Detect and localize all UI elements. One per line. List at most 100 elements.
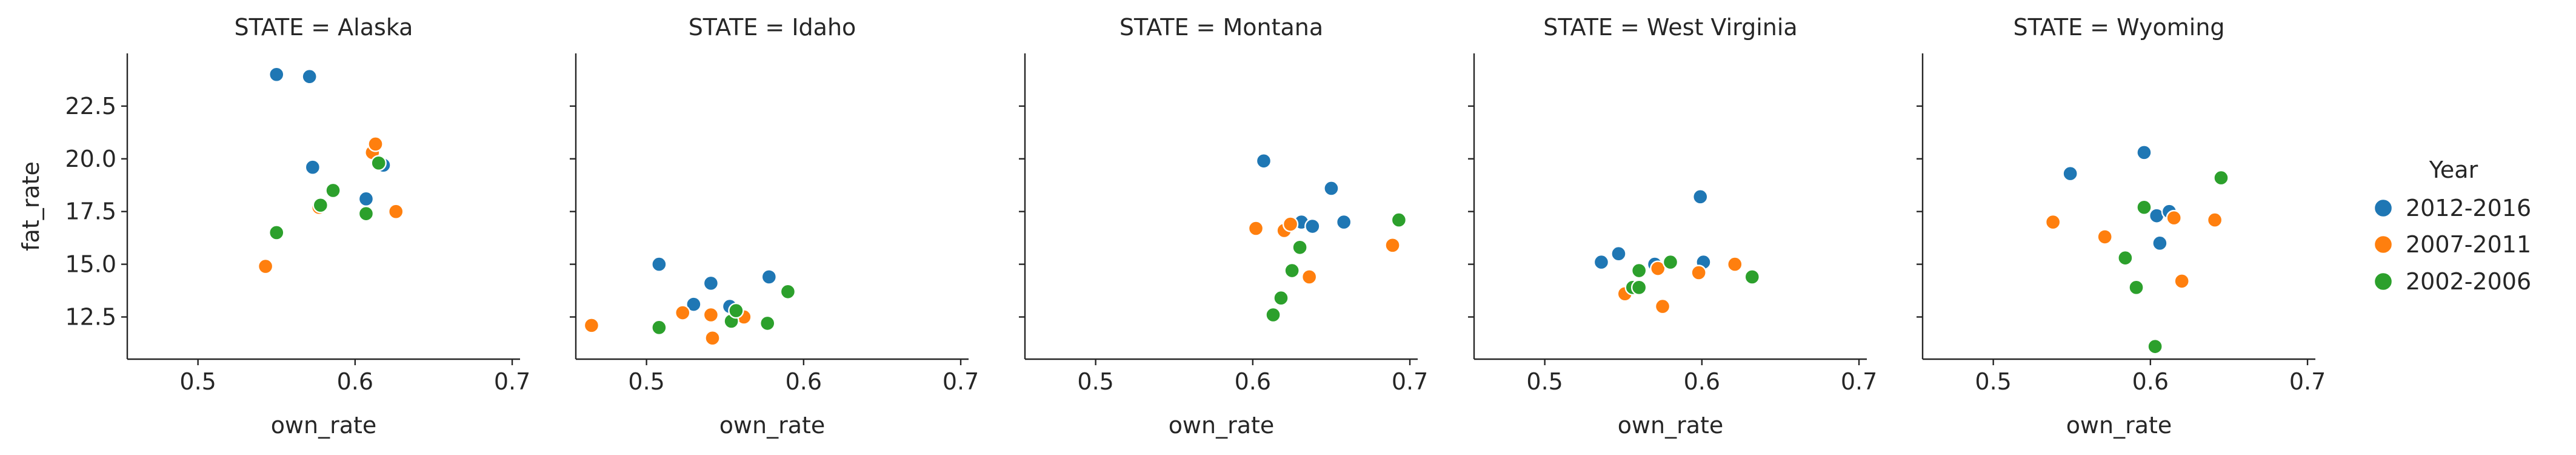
data-point — [2136, 199, 2152, 215]
facet-panel: STATE = Wyoming 0.5 0.6 0.7 own_rate — [1917, 14, 2326, 439]
x-axis-label: own_rate — [1618, 412, 1724, 439]
data-point — [1630, 262, 1647, 279]
x-axis-label: own_rate — [2066, 412, 2172, 439]
x-tick-label: 0.5 — [179, 368, 216, 395]
x-tick-label: 0.7 — [2289, 368, 2326, 395]
data-point — [1654, 298, 1671, 315]
data-point — [358, 205, 375, 222]
facet-title: STATE = Alaska — [235, 14, 413, 41]
data-point — [1284, 262, 1300, 279]
legend-marker — [2373, 198, 2394, 218]
data-point — [1692, 189, 1709, 205]
legend-marker — [2373, 234, 2394, 255]
data-point — [2062, 165, 2078, 182]
x-tick-label: 0.6 — [786, 368, 822, 395]
data-point — [1273, 290, 1289, 306]
facet-panel: STATE = Idaho 0.5 0.6 0.7 own_rate — [570, 14, 979, 439]
data-point — [1247, 220, 1264, 237]
legend-marker — [2373, 271, 2394, 292]
x-tick-label: 0.5 — [1526, 368, 1563, 395]
data-point — [1744, 269, 1760, 285]
x-tick-label: 0.6 — [1684, 368, 1720, 395]
data-point — [1335, 214, 1352, 231]
data-point — [1593, 254, 1610, 271]
x-axis-label: own_rate — [719, 412, 826, 439]
x-tick-label: 0.7 — [1392, 368, 1428, 395]
y-tick-label: 17.5 — [65, 198, 116, 225]
x-tick-label: 0.5 — [1975, 368, 2011, 395]
x-tick-label: 0.5 — [628, 368, 664, 395]
data-point — [704, 330, 721, 346]
x-axis-label: own_rate — [271, 412, 377, 439]
data-point — [1282, 216, 1299, 232]
x-axis-label: own_rate — [1169, 412, 1275, 439]
data-point — [2174, 273, 2190, 289]
data-point — [728, 302, 744, 319]
facet-title: STATE = Montana — [1119, 14, 1323, 41]
data-point — [2206, 212, 2223, 228]
legend: Year 2012-2016 2007-2011 2002-2006 — [2373, 157, 2531, 295]
data-point — [312, 197, 329, 214]
y-tick-label: 12.5 — [65, 303, 116, 330]
facet-panel: STATE = West Virginia 0.5 0.6 0.7 own_rate — [1468, 14, 1877, 439]
data-point — [2166, 209, 2182, 226]
facet-title: STATE = West Virginia — [1543, 14, 1797, 41]
data-point — [2044, 214, 2061, 231]
y-tick-label: 15.0 — [65, 251, 116, 278]
facet-panel: STATE = Alaska 0.5 0.6 0.7 12.5 15.0 17.5 20.0 2… — [65, 14, 530, 439]
data-point — [269, 224, 285, 241]
data-point — [269, 66, 285, 83]
y-axis-label: fat_rate — [18, 161, 44, 251]
data-point — [779, 283, 796, 300]
data-point — [761, 269, 778, 285]
data-point — [651, 256, 667, 272]
data-point — [1265, 306, 1281, 323]
data-point — [257, 258, 274, 275]
data-point — [1323, 180, 1340, 197]
data-point — [1650, 260, 1666, 277]
y-tick-label: 20.0 — [65, 146, 116, 172]
data-point — [301, 69, 318, 85]
x-tick-label: 0.6 — [2132, 368, 2169, 395]
facet-panel: STATE = Montana 0.5 0.6 0.7 own_rate — [1019, 14, 1428, 439]
x-tick-label: 0.7 — [1841, 368, 1877, 395]
data-point — [686, 296, 702, 312]
legend-label: 2002-2006 — [2406, 268, 2531, 295]
x-tick-label: 0.7 — [494, 368, 530, 395]
x-tick-label: 0.5 — [1077, 368, 1113, 395]
data-point — [304, 159, 321, 175]
data-point — [1610, 246, 1627, 262]
x-tick-label: 0.6 — [1235, 368, 1271, 395]
x-tick-label: 0.7 — [943, 368, 979, 395]
data-point — [651, 319, 667, 336]
data-point — [1390, 212, 1407, 228]
data-point — [2213, 169, 2229, 186]
legend-label: 2012-2016 — [2406, 195, 2531, 221]
x-tick-label: 0.6 — [337, 368, 373, 395]
data-point — [1662, 254, 1679, 271]
data-point — [2097, 229, 2113, 245]
data-point — [1301, 269, 1318, 285]
data-point — [358, 190, 375, 207]
data-point — [583, 317, 600, 334]
data-point — [1690, 265, 1707, 281]
legend-label: 2007-2011 — [2406, 231, 2531, 258]
data-point — [702, 275, 719, 292]
data-point — [759, 315, 776, 332]
data-point — [2152, 235, 2168, 252]
data-point — [702, 306, 719, 323]
facet-title: STATE = Idaho — [689, 14, 856, 41]
data-point — [388, 203, 404, 220]
data-point — [325, 182, 341, 199]
data-point — [2147, 338, 2163, 355]
data-point — [367, 136, 384, 152]
data-point — [1255, 153, 1272, 169]
data-point — [1292, 239, 1308, 255]
y-tick-label: 22.5 — [65, 93, 116, 120]
legend-title: Year — [2429, 157, 2478, 183]
data-point — [370, 155, 387, 171]
data-point — [2128, 279, 2144, 296]
data-point — [1384, 237, 1401, 254]
data-point — [1727, 256, 1743, 272]
